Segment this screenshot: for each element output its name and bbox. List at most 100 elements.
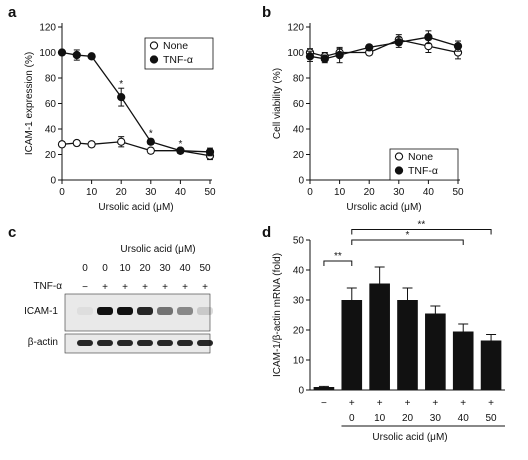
panel-d-category-label: 40: [458, 413, 470, 424]
panel-a-x-tick-label: 0: [59, 187, 65, 198]
panel-d-tnf-sign: −: [321, 398, 327, 409]
panel-a-point-tnf: [72, 50, 81, 60]
panel-d-tnf-sign: +: [488, 398, 494, 409]
panel-d-tnf-sign: +: [377, 398, 383, 409]
panel-a-point-tnf: [146, 137, 155, 146]
panel-b-point-tnf: [320, 54, 329, 64]
blot-lane-dose-label: 0: [102, 263, 108, 274]
panel-a-legend-marker-none: [149, 41, 159, 50]
panel-b-x-tick-label: 30: [393, 187, 405, 198]
panel-a-legend-label-none: None: [163, 40, 188, 52]
panel-b-point-tnf: [424, 33, 433, 42]
blot-title: Ursolic acid (μM): [120, 244, 195, 255]
panel-a-significance-mark: *: [149, 129, 153, 140]
panel-d-bar-chart: Ursolic acid (μM) 0 10 20 30 40 50 ICAM-1/β-ac…: [272, 220, 505, 443]
panel-b-y-tick-label: 20: [293, 150, 305, 161]
panel-a-point-tnf: [176, 146, 185, 155]
panel-d-bar: [341, 300, 363, 390]
panel-b-y-tick-label: 120: [287, 23, 304, 34]
blot-band-icam1: [97, 307, 113, 315]
panel-d-significance-mark: *: [406, 230, 410, 241]
panel-a-point-none: [57, 140, 67, 149]
panel-d-significance-mark: **: [334, 251, 342, 262]
panel-d-bar: [369, 283, 390, 390]
panel-a-x-tick-label: 50: [204, 187, 216, 198]
panel-b-legend-marker-tnf: [394, 166, 404, 175]
panel-b-legend-label-tnf: TNF-α: [408, 165, 438, 177]
panel-a-legend-label-tnf: TNF-α: [163, 54, 193, 66]
panel-d-category-label: 30: [430, 413, 442, 424]
panel-d-y-tick-label: 40: [293, 266, 305, 277]
panel-a-line-chart: 0 20 40 60 80 100 120 0 10 20 30 40 50 Ursolic acid (…: [24, 23, 216, 214]
blot-lane-dose-label: 30: [159, 263, 171, 274]
panel-d-bar: [313, 387, 335, 390]
blot-lane-dose-label: 0: [82, 263, 88, 274]
panel-a-point-tnf: [87, 52, 96, 61]
panel-letter-a: a: [8, 4, 17, 21]
panel-a-y-tick-label: 0: [50, 176, 56, 187]
panel-b-point-tnf: [365, 43, 374, 52]
panel-d-category-label: 50: [486, 413, 498, 424]
panel-letter-d: d: [262, 224, 271, 241]
panel-a-point-none: [87, 140, 96, 149]
panel-d-significance-bracket: [323, 260, 353, 266]
panel-d-tnf-sign: +: [432, 398, 438, 409]
panel-a-x-label: Ursolic acid (μM): [98, 202, 173, 213]
panel-a-significance-mark: *: [208, 152, 212, 163]
panel-a-point-tnf: [205, 147, 215, 157]
blot-band-beta-actin: [157, 340, 173, 346]
panel-letter-b: b: [262, 4, 271, 21]
panel-d-bar: [452, 331, 474, 390]
blot-band-icam1: [197, 307, 213, 315]
panel-b-x-tick-label: 40: [423, 187, 435, 198]
panel-a-point-none: [72, 138, 81, 148]
panel-d-bar: [397, 300, 418, 390]
blot-lane-dose-label: 50: [199, 263, 211, 274]
panel-a-significance-mark: *: [178, 139, 182, 150]
panel-a-series-line-none: [61, 141, 211, 157]
panel-a-point-tnf: [57, 48, 67, 57]
blot-band-icam1: [77, 307, 93, 315]
panel-b-point-tnf: [305, 52, 315, 61]
blot-band-beta-actin: [197, 340, 213, 346]
panel-d-bar: [425, 313, 446, 390]
panel-a-point-none: [117, 137, 126, 146]
blot-row-label-tnf: TNF-α: [33, 281, 62, 292]
panel-b-y-label: Cell viability (%): [272, 68, 283, 139]
blot-lane-tnf-sign: −: [82, 282, 88, 293]
panel-b-legend-marker-none: [394, 152, 404, 161]
panel-b-y-tick-label: 60: [293, 99, 305, 110]
panel-b-x-label: Ursolic acid (μM): [346, 202, 421, 213]
panel-b-y-tick-label: 0: [298, 176, 304, 187]
panel-letter-c: c: [8, 224, 16, 241]
panel-d-significance-bracket: [351, 239, 464, 245]
panel-b-legend-label-none: None: [408, 151, 433, 163]
panel-d-significance-mark: **: [418, 220, 426, 231]
blot-lane-dose-label: 40: [179, 263, 191, 274]
panel-d-y-tick-label: 50: [293, 236, 305, 247]
panel-b-point-tnf: [335, 50, 344, 60]
blot-label-icam1: ICAM-1: [24, 306, 58, 317]
panel-d-tnf-sign: +: [405, 398, 411, 409]
panel-b-y-tick-label: 80: [293, 74, 305, 85]
panel-a-x-tick-label: 40: [175, 187, 187, 198]
panel-a-x-tick-label: 10: [86, 187, 98, 198]
panel-a-legend-marker-tnf: [149, 55, 159, 64]
panel-d-tnf-sign: +: [460, 398, 466, 409]
panel-b-point-tnf: [394, 38, 403, 47]
panel-b-x-tick-label: 50: [452, 187, 464, 198]
panel-d-bar: [480, 340, 502, 390]
panel-c-western-blot: Ursolic acid (μM) TNF-α ICAM-1 β-actin 0…: [24, 244, 213, 354]
blot-lane-tnf-sign: +: [122, 282, 128, 293]
panel-d-y-tick-label: 0: [298, 386, 304, 397]
blot-band-icam1: [117, 307, 133, 315]
panel-a-y-label: ICAM-1 expression (%): [24, 52, 35, 155]
panel-b-x-tick-label: 20: [364, 187, 376, 198]
panel-a-point-none: [146, 146, 155, 155]
panel-a-y-tick-label: 80: [45, 74, 57, 85]
panel-d-y-tick-label: 10: [293, 356, 305, 367]
blot-band-icam1: [177, 307, 193, 315]
blot-band-beta-actin: [77, 340, 93, 346]
blot-band-beta-actin: [137, 340, 153, 346]
